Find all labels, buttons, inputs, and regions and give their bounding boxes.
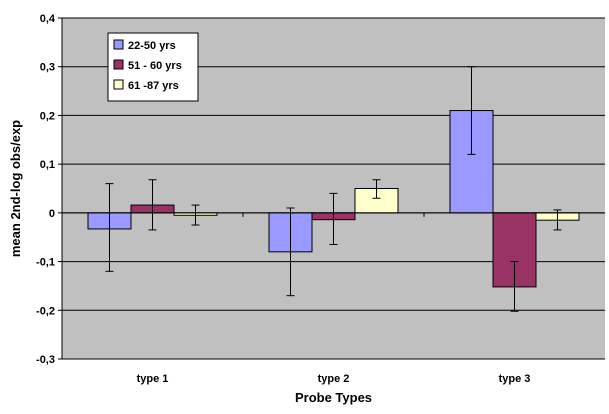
x-tick-label: type 3 — [499, 373, 531, 385]
y-tick-label: 0,2 — [40, 110, 55, 122]
legend-label: 22-50 yrs — [128, 40, 176, 52]
legend-swatch — [113, 39, 124, 50]
legend-label: 61 -87 yrs — [128, 80, 179, 92]
legend-label: 51 - 60 yrs — [128, 60, 182, 72]
axes — [58, 17, 605, 360]
legend-swatch — [113, 59, 124, 70]
x-axis-label: Probe Types — [295, 390, 372, 405]
y-tick-label: 0,4 — [40, 13, 56, 25]
y-tick-label: -0,1 — [36, 257, 55, 269]
legend-swatch — [113, 79, 124, 90]
y-tick-label: 0,3 — [40, 62, 55, 74]
y-tick-label: -0,2 — [36, 305, 55, 317]
y-tick-label: 0 — [49, 208, 55, 220]
y-tick-label: -0,3 — [36, 354, 55, 366]
x-tick-label: type 1 — [137, 373, 169, 385]
y-axis-label: mean 2nd-log obs/exp — [8, 120, 23, 257]
error-bars — [105, 66, 562, 312]
x-tick-label: type 2 — [318, 373, 350, 385]
legend: 22-50 yrs 51 - 60 yrs 61 -87 yrs — [107, 32, 199, 102]
tick-labels: 0,4 0,3 0,2 0,1 0 -0,1 -0,2 -0,3 type 1 type 2 typ… — [36, 13, 530, 385]
y-tick-label: 0,1 — [40, 159, 55, 171]
